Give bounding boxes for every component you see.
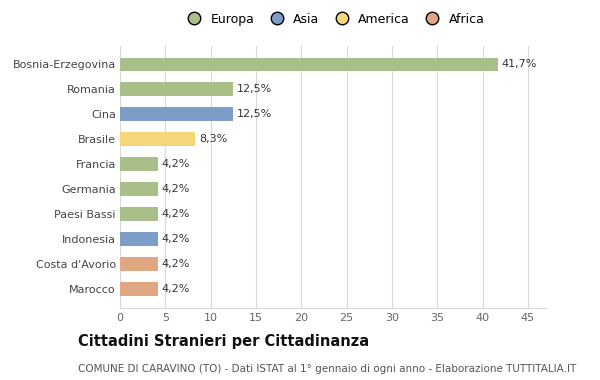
Text: 4,2%: 4,2% <box>161 284 190 294</box>
Bar <box>120 132 195 146</box>
Text: 4,2%: 4,2% <box>161 209 190 219</box>
Text: 4,2%: 4,2% <box>161 259 190 269</box>
Text: 41,7%: 41,7% <box>502 59 537 70</box>
Legend: Europa, Asia, America, Africa: Europa, Asia, America, Africa <box>182 13 484 25</box>
Text: 4,2%: 4,2% <box>161 159 190 169</box>
Text: Cittadini Stranieri per Cittadinanza: Cittadini Stranieri per Cittadinanza <box>78 334 369 349</box>
Bar <box>120 207 158 221</box>
Text: COMUNE DI CARAVINO (TO) - Dati ISTAT al 1° gennaio di ogni anno - Elaborazione T: COMUNE DI CARAVINO (TO) - Dati ISTAT al … <box>78 364 576 374</box>
Text: 4,2%: 4,2% <box>161 184 190 194</box>
Bar <box>120 82 233 96</box>
Bar <box>120 232 158 246</box>
Bar <box>120 57 498 71</box>
Bar <box>120 282 158 296</box>
Bar <box>120 108 233 121</box>
Text: 4,2%: 4,2% <box>161 234 190 244</box>
Bar <box>120 182 158 196</box>
Bar <box>120 257 158 271</box>
Text: 8,3%: 8,3% <box>199 134 227 144</box>
Bar <box>120 157 158 171</box>
Text: 12,5%: 12,5% <box>237 109 272 119</box>
Text: 12,5%: 12,5% <box>237 84 272 94</box>
